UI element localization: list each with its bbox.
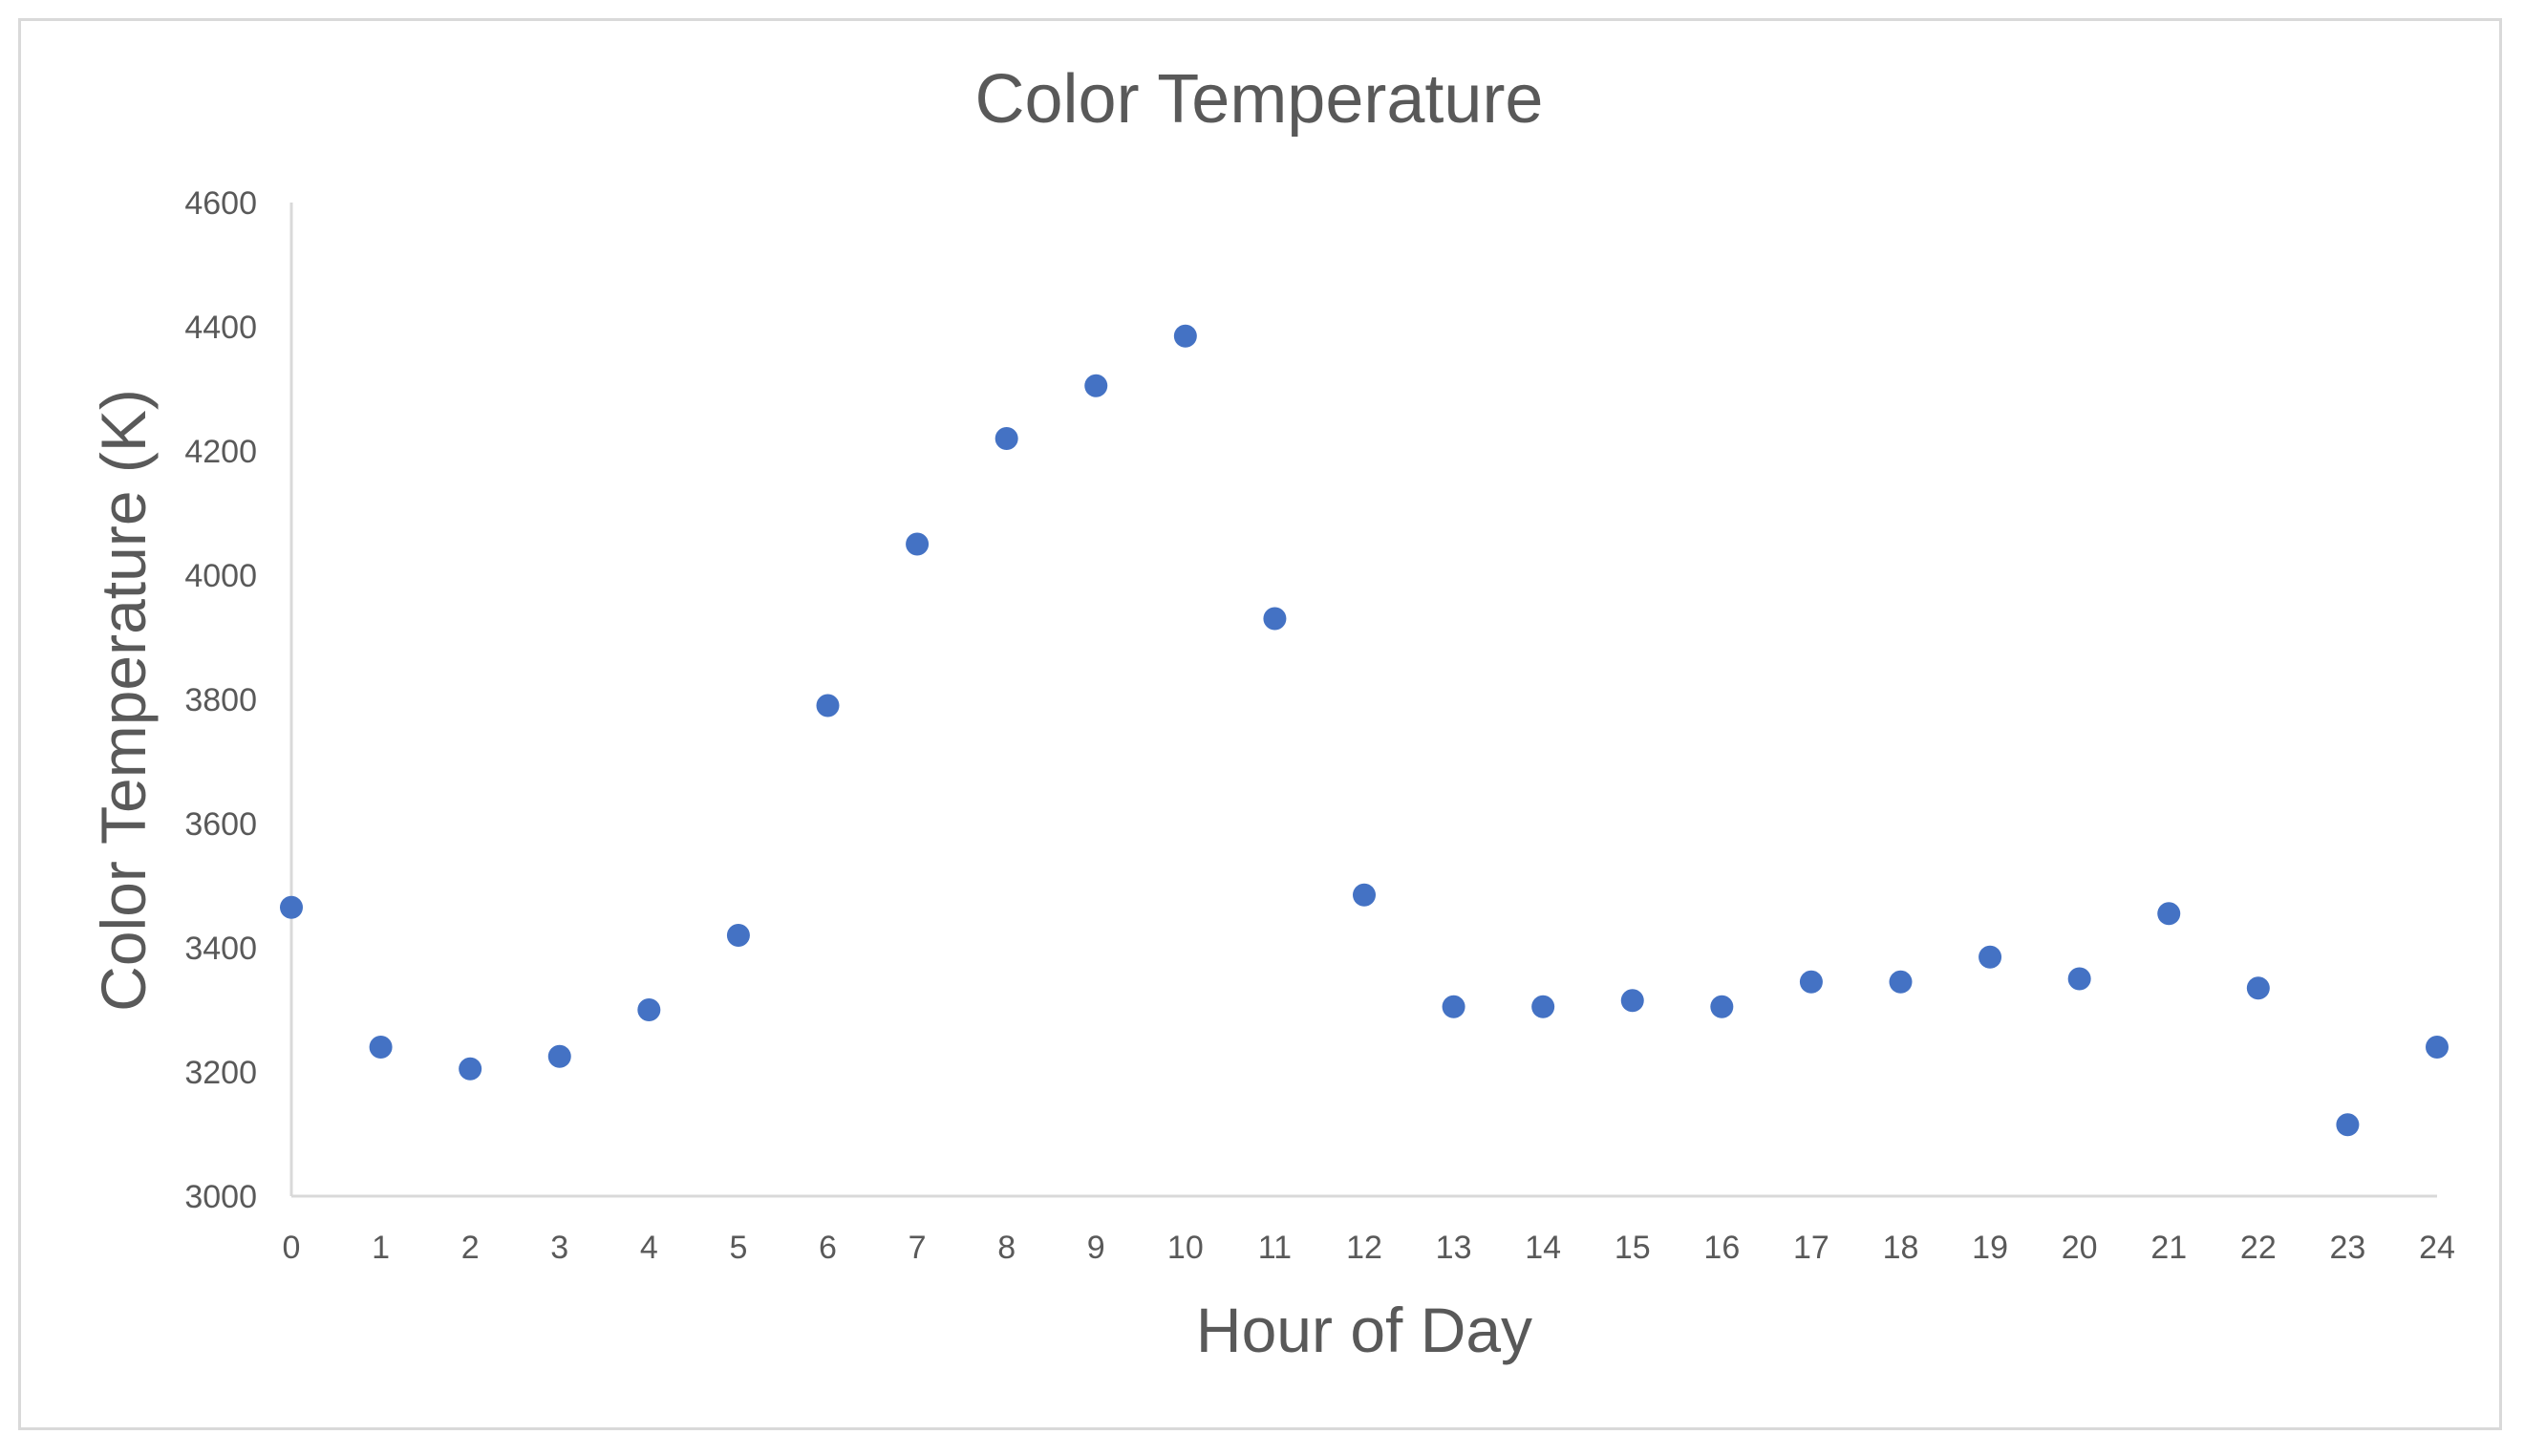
x-tick-label: 18: [1883, 1230, 1919, 1266]
x-tick-label: 5: [729, 1230, 747, 1266]
x-tick-label: 19: [1972, 1230, 2008, 1266]
y-tick-label: 3400: [184, 931, 257, 967]
data-point: [1353, 883, 1376, 907]
y-tick-label: 4400: [184, 310, 257, 346]
data-point: [1263, 607, 1287, 631]
x-tick-label: 2: [461, 1230, 480, 1266]
data-point: [1442, 995, 1465, 1018]
y-tick-label: 4600: [184, 185, 257, 222]
y-tick-label: 3200: [184, 1055, 257, 1091]
x-tick-labels: 0 1 2 3 4 5 6 7 8 9 10 11 12 13 14 15 16 17 18 19 20 21 22 23 24: [283, 1230, 2455, 1266]
x-axis-label: Hour of Day: [1196, 1295, 1532, 1365]
chart-title: Color Temperature: [975, 61, 1544, 138]
data-point: [1710, 995, 1734, 1018]
x-tick-label: 8: [997, 1230, 1016, 1266]
x-tick-label: 23: [2330, 1230, 2366, 1266]
data-point: [2336, 1113, 2360, 1137]
x-tick-label: 1: [372, 1230, 390, 1266]
x-tick-label: 3: [550, 1230, 568, 1266]
data-point: [2157, 902, 2181, 926]
x-tick-label: 10: [1167, 1230, 1204, 1266]
x-tick-label: 16: [1703, 1230, 1740, 1266]
data-point: [637, 998, 661, 1021]
y-tick-label: 3000: [184, 1179, 257, 1215]
data-point: [2426, 1036, 2449, 1059]
x-tick-label: 20: [2062, 1230, 2098, 1266]
y-tick-label: 4200: [184, 434, 257, 470]
x-tick-label: 17: [1793, 1230, 1829, 1266]
data-point: [280, 895, 303, 919]
x-tick-label: 21: [2150, 1230, 2187, 1266]
data-point: [1531, 995, 1555, 1018]
x-tick-label: 14: [1525, 1230, 1561, 1266]
data-point: [816, 694, 840, 717]
y-tick-label: 3600: [184, 806, 257, 843]
y-tick-label: 4000: [184, 558, 257, 594]
x-tick-label: 24: [2419, 1230, 2455, 1266]
data-point: [547, 1044, 571, 1068]
x-tick-label: 12: [1346, 1230, 1382, 1266]
data-point: [1620, 989, 1644, 1013]
y-axis-label-group: Color Temperature (K): [88, 389, 159, 1012]
data-point: [995, 427, 1018, 450]
data-point: [1173, 324, 1197, 348]
data-points: [280, 324, 2449, 1137]
x-tick-label: 9: [1087, 1230, 1105, 1266]
data-point: [1979, 945, 2002, 969]
x-tick-label: 6: [819, 1230, 837, 1266]
x-tick-label: 22: [2240, 1230, 2277, 1266]
x-tick-label: 13: [1436, 1230, 1472, 1266]
x-tick-label: 4: [640, 1230, 658, 1266]
y-tick-labels: 3000 3200 3400 3600 3800 4000 4200 4400 4600: [184, 185, 257, 1215]
data-point: [1084, 374, 1108, 397]
data-point: [459, 1057, 482, 1081]
data-point: [726, 924, 750, 947]
x-tick-label: 15: [1615, 1230, 1651, 1266]
data-point: [2246, 976, 2270, 1000]
data-point: [369, 1036, 393, 1059]
y-tick-label: 3800: [184, 682, 257, 718]
data-point: [1889, 970, 1913, 994]
x-tick-label: 0: [283, 1230, 301, 1266]
y-axis-label: Color Temperature (K): [88, 389, 159, 1012]
x-tick-label: 11: [1258, 1230, 1292, 1266]
data-point: [906, 532, 930, 556]
data-point: [1799, 970, 1823, 994]
x-tick-label: 7: [909, 1230, 927, 1266]
data-point: [2067, 967, 2091, 991]
